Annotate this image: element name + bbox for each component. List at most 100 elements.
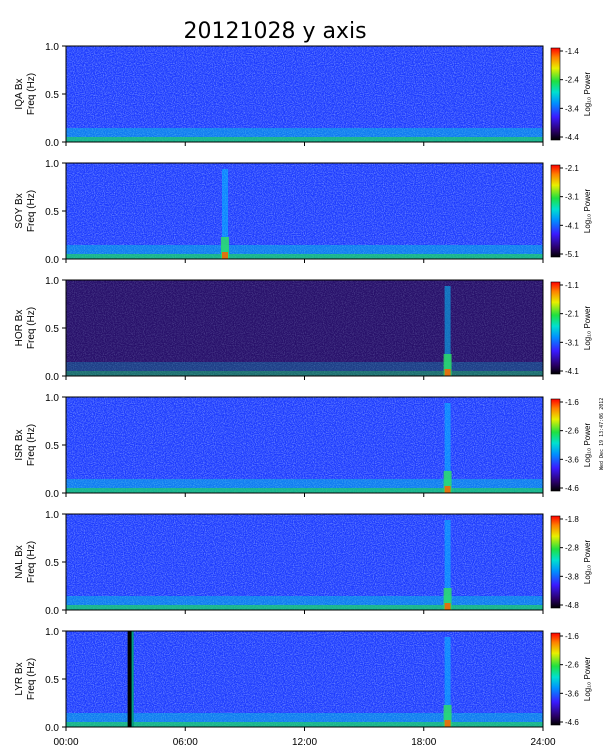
colorbar-tick-label: -4.4 [565, 133, 579, 142]
colorbar-label: Log₁₀ Power [583, 423, 592, 468]
pulsation-event [444, 403, 451, 493]
x-tick-label: 00:00 [53, 737, 78, 748]
low-frequency-band [66, 362, 543, 376]
pulsation-event [222, 252, 228, 259]
pulsation-event [443, 354, 452, 376]
pulsation-event [444, 520, 451, 610]
x-tick-label: 12:00 [292, 737, 317, 748]
colorbar-tick-label: -3.8 [565, 572, 579, 581]
colorbar-label: Log₁₀ Power [583, 657, 592, 702]
colorbar-tick-label: -5.1 [565, 250, 579, 259]
y-tick-label: 0.0 [45, 372, 59, 383]
colorbar-tick-label: -3.6 [565, 455, 579, 464]
y-tick-label: 1.0 [45, 276, 59, 287]
colorbar [550, 281, 561, 375]
pulsation-event [443, 705, 452, 727]
freq-axis-label: Freq (Hz) [26, 658, 37, 700]
data-gap [131, 631, 134, 727]
y-tick-label: 0.0 [45, 606, 59, 617]
panel-lyr: 0.0 0.5 1.0 LYR Bx Freq (Hz) -1.6 -2.6 -3.6 -4.6… [14, 627, 592, 734]
low-frequency-band [66, 137, 543, 142]
low-frequency-band [66, 488, 543, 493]
colorbar-tick-label: -4.6 [565, 484, 579, 493]
low-frequency-band [66, 722, 543, 727]
colorbar-tick-label: -4.8 [565, 601, 579, 610]
colorbar-tick-label: -2.1 [565, 164, 579, 173]
colorbar-tick-label: -3.4 [565, 104, 579, 113]
colorbar-tick-label: -2.6 [565, 427, 579, 436]
freq-axis-label: Freq (Hz) [26, 541, 37, 583]
colorbar-tick-label: -3.6 [565, 689, 579, 698]
freq-axis-label: Freq (Hz) [26, 307, 37, 349]
colorbar-label: Log₁₀ Power [583, 189, 592, 234]
low-frequency-band [66, 254, 543, 259]
y-tick-label: 1.0 [45, 159, 59, 170]
panel-iqa: 0.0 0.5 1.0 IQA Bx Freq (Hz) -1.4 -2.4 -3.4 -4.4… [14, 42, 592, 149]
chart-title: 20121028 y axis [183, 19, 366, 44]
spectrogram-texture [66, 514, 543, 610]
y-tick-label: 1.0 [45, 510, 59, 521]
x-tick-label: 06:00 [173, 737, 198, 748]
y-tick-label: 0.0 [45, 723, 59, 734]
y-tick-label: 0.5 [45, 558, 59, 569]
colorbar-tick-label: -4.6 [565, 718, 579, 727]
y-tick-label: 1.0 [45, 393, 59, 404]
pulsation-event [444, 720, 451, 727]
colorbar-label: Log₁₀ Power [583, 72, 592, 117]
colorbar [550, 47, 561, 141]
x-tick-label: 24:00 [530, 737, 555, 748]
low-frequency-band [66, 605, 543, 610]
y-tick-label: 0.0 [45, 255, 59, 266]
freq-axis-label: Freq (Hz) [26, 424, 37, 466]
station-label: SOY Bx [14, 193, 25, 228]
data-gap [127, 631, 134, 727]
freq-axis-label: Freq (Hz) [26, 73, 37, 115]
x-tick-label: 18:00 [411, 737, 436, 748]
spectrogram-texture [66, 163, 543, 259]
y-tick-label: 0.0 [45, 138, 59, 149]
pulsation-event [444, 637, 451, 727]
freq-axis-label: Freq (Hz) [26, 190, 37, 232]
side-timestamp: Wed Dec 19 13:47:06 2012 [599, 398, 605, 470]
colorbar-tick-label: -1.1 [565, 281, 579, 290]
low-frequency-band [66, 371, 543, 376]
y-tick-label: 0.5 [45, 207, 59, 218]
spectrogram-texture [66, 46, 543, 142]
y-tick-label: 0.5 [45, 675, 59, 686]
pulsation-event [444, 486, 451, 493]
panel-isr: 0.0 0.5 1.0 ISR Bx Freq (Hz) -1.6 -2.6 -3.6 -4.6… [14, 393, 592, 500]
colorbar [550, 164, 561, 258]
colorbar-label: Log₁₀ Power [583, 540, 592, 585]
colorbar-tick-label: -2.4 [565, 76, 579, 85]
y-tick-label: 0.5 [45, 90, 59, 101]
pulsation-event [443, 588, 452, 610]
colorbar-tick-label: -2.1 [565, 310, 579, 319]
colorbar-tick-label: -2.6 [565, 661, 579, 670]
colorbar-tick-label: -4.1 [565, 221, 579, 230]
y-tick-label: 0.0 [45, 489, 59, 500]
colorbar [550, 398, 561, 492]
pulsation-event [443, 471, 452, 493]
station-label: NAL Bx [14, 545, 25, 579]
pulsation-event [444, 369, 451, 376]
spectrogram-texture [66, 280, 543, 376]
station-label: ISR Bx [14, 429, 25, 460]
pulsation-event [221, 237, 229, 259]
colorbar-label: Log₁₀ Power [583, 306, 592, 351]
spectrogram-texture [66, 631, 543, 727]
y-tick-label: 0.5 [45, 441, 59, 452]
colorbar [550, 632, 561, 726]
panel-nal: 0.0 0.5 1.0 NAL Bx Freq (Hz) -1.8 -2.8 -3.8 -4.8… [14, 510, 592, 617]
pulsation-event [444, 603, 451, 610]
colorbar-tick-label: -1.6 [565, 632, 579, 641]
colorbar-tick-label: -3.1 [565, 338, 579, 347]
y-tick-label: 0.5 [45, 324, 59, 335]
x-axis: 00:00 06:00 12:00 18:00 24:00 [53, 737, 555, 748]
colorbar [550, 515, 561, 609]
station-label: LYR Bx [14, 662, 25, 695]
panel-soy: 0.0 0.5 1.0 SOY Bx Freq (Hz) -2.1 -3.1 -4.1 -5.1… [14, 159, 592, 266]
panel-hor: 0.0 0.5 1.0 HOR Bx Freq (Hz) -1.1 -2.1 -3.1 -4.1… [14, 276, 592, 383]
spectrogram-texture [66, 397, 543, 493]
pulsation-event [222, 169, 228, 259]
